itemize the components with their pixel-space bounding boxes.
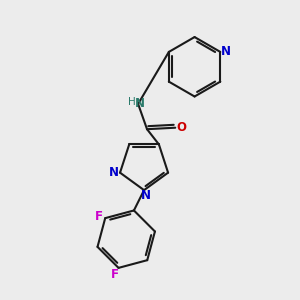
Text: N: N	[135, 98, 145, 110]
Text: F: F	[111, 268, 119, 281]
Text: N: N	[109, 166, 118, 179]
Text: H: H	[128, 97, 135, 106]
Text: F: F	[95, 210, 103, 223]
Text: N: N	[221, 45, 231, 58]
Text: O: O	[176, 121, 186, 134]
Text: N: N	[140, 189, 151, 202]
